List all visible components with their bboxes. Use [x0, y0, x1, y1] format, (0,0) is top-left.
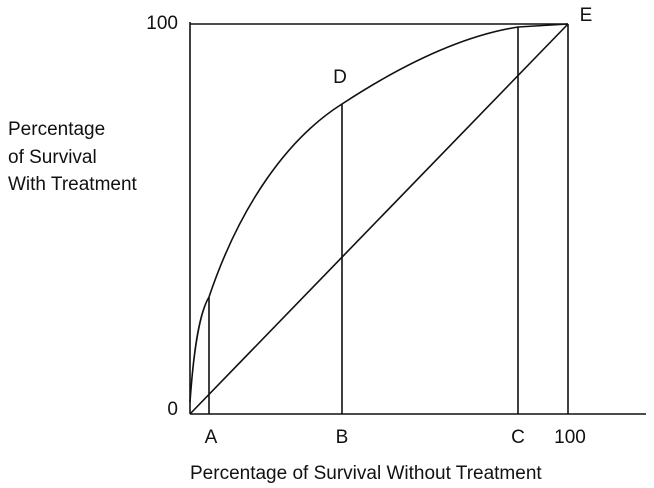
point-label: D [333, 67, 347, 88]
y-axis-title: Percentage [8, 119, 105, 140]
x-axis-title: Percentage of Survival Without Treatment [190, 463, 542, 484]
y-top-label: 100 [146, 13, 178, 34]
y-axis-title: With Treatment [8, 174, 138, 195]
y-axis-title: of Survival [8, 147, 97, 168]
x-tick-label: B [336, 427, 349, 448]
point-label: E [580, 5, 593, 26]
diagonal-line [189, 23, 569, 415]
treatment-curve [189, 23, 569, 403]
x-tick-label: 100 [554, 427, 586, 448]
y-bottom-label: 0 [167, 399, 178, 420]
x-tick-label: A [205, 427, 218, 448]
x-tick-label: C [511, 427, 525, 448]
